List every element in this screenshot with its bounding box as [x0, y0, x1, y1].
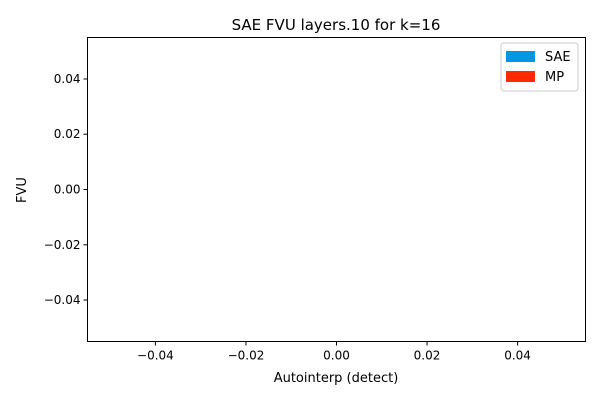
- x-tick-label: −0.02: [228, 349, 265, 363]
- plot-frame: [87, 37, 586, 342]
- x-axis-label: Autointerp (detect): [274, 371, 399, 386]
- legend-swatch-mp: [506, 71, 535, 82]
- x-axis: −0.04 −0.02 0.00 0.02 0.04: [137, 341, 531, 363]
- legend: SAE MP: [500, 42, 579, 92]
- y-tick-label: 0.04: [54, 72, 81, 86]
- y-tick-label: −0.04: [44, 293, 81, 307]
- y-axis: 0.04 0.02 0.00 −0.02 −0.04: [44, 72, 88, 307]
- x-tick-label: −0.04: [137, 349, 174, 363]
- x-tick-label: 0.04: [504, 349, 531, 363]
- legend-label-mp: MP: [545, 70, 564, 85]
- y-axis-label: FVU: [15, 177, 30, 203]
- y-tick-label: −0.02: [44, 238, 81, 252]
- legend-label-sae: SAE: [545, 50, 571, 65]
- chart-title: SAE FVU layers.10 for k=16: [232, 16, 441, 34]
- x-tick-label: 0.02: [414, 349, 441, 363]
- y-tick-label: 0.00: [54, 183, 81, 197]
- y-tick-label: 0.02: [54, 127, 81, 141]
- x-tick-label: 0.00: [323, 349, 350, 363]
- legend-swatch-sae: [506, 51, 535, 62]
